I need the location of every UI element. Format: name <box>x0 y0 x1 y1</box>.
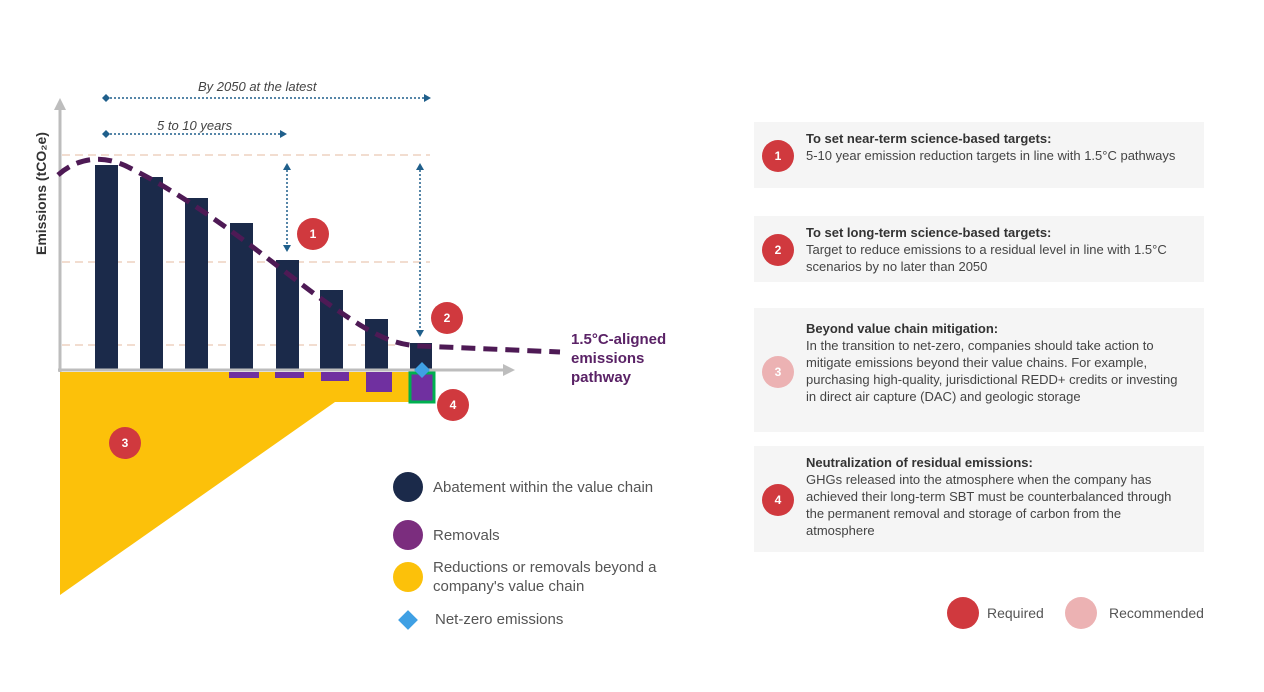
beyond-circle-icon <box>393 562 423 592</box>
pathway-label: 1.5°C-aligned emissions pathway <box>571 331 670 386</box>
card-long-term: 2 To set long-term science-based targets… <box>754 216 1204 282</box>
legend-item-abatement: Abatement within the value chain <box>393 472 693 502</box>
abatement-bar <box>140 177 163 370</box>
key-required: Required <box>947 597 1044 629</box>
abatement-circle-icon <box>393 472 423 502</box>
abatement-bar <box>276 260 299 370</box>
y-axis-label: Emissions (tCO₂e) <box>33 132 49 255</box>
card-badge: 4 <box>762 484 794 516</box>
card-badge: 1 <box>762 140 794 172</box>
removals-circle-icon <box>393 520 423 550</box>
span-short-label: 5 to 10 years <box>157 118 233 133</box>
recommended-circle-icon <box>1065 597 1097 629</box>
legend-item-beyond: Reductions or removals beyond a company'… <box>393 558 693 596</box>
x-axis-arrow <box>503 364 515 376</box>
card-badge: 3 <box>762 356 794 388</box>
removal-bar <box>366 372 392 392</box>
span-long-label: By 2050 at the latest <box>198 79 317 94</box>
legend-item-net-zero: Net-zero emissions <box>393 609 563 630</box>
removal-bar <box>275 372 304 378</box>
removal-bar <box>321 372 349 381</box>
beyond-value-chain-area <box>60 372 430 595</box>
abatement-bar <box>410 343 432 370</box>
legend-item-removals: Removals <box>393 520 500 550</box>
card-near-term: 1 To set near-term science-based targets… <box>754 122 1204 188</box>
marker-3: 3 <box>109 427 141 459</box>
marker-1: 1 <box>297 218 329 250</box>
key-recommended: Recommended <box>1065 597 1204 629</box>
abatement-bar <box>320 290 343 370</box>
abatement-bar <box>365 319 388 370</box>
card-beyond-value-chain: 3 Beyond value chain mitigation: In the t… <box>754 308 1204 432</box>
abatement-bar <box>95 165 118 370</box>
required-circle-icon <box>947 597 979 629</box>
y-axis-arrow <box>54 98 66 110</box>
card-neutralization: 4 Neutralization of residual emissions: G… <box>754 446 1204 552</box>
abatement-bar <box>230 223 253 370</box>
net-zero-diamond-icon <box>398 609 418 630</box>
card-badge: 2 <box>762 234 794 266</box>
pathway-curve <box>56 156 561 355</box>
marker-4: 4 <box>437 389 469 421</box>
removal-bar <box>229 372 259 378</box>
abatement-bar <box>185 198 208 370</box>
net-zero-diamond-icon <box>414 362 430 378</box>
marker-2: 2 <box>431 302 463 334</box>
